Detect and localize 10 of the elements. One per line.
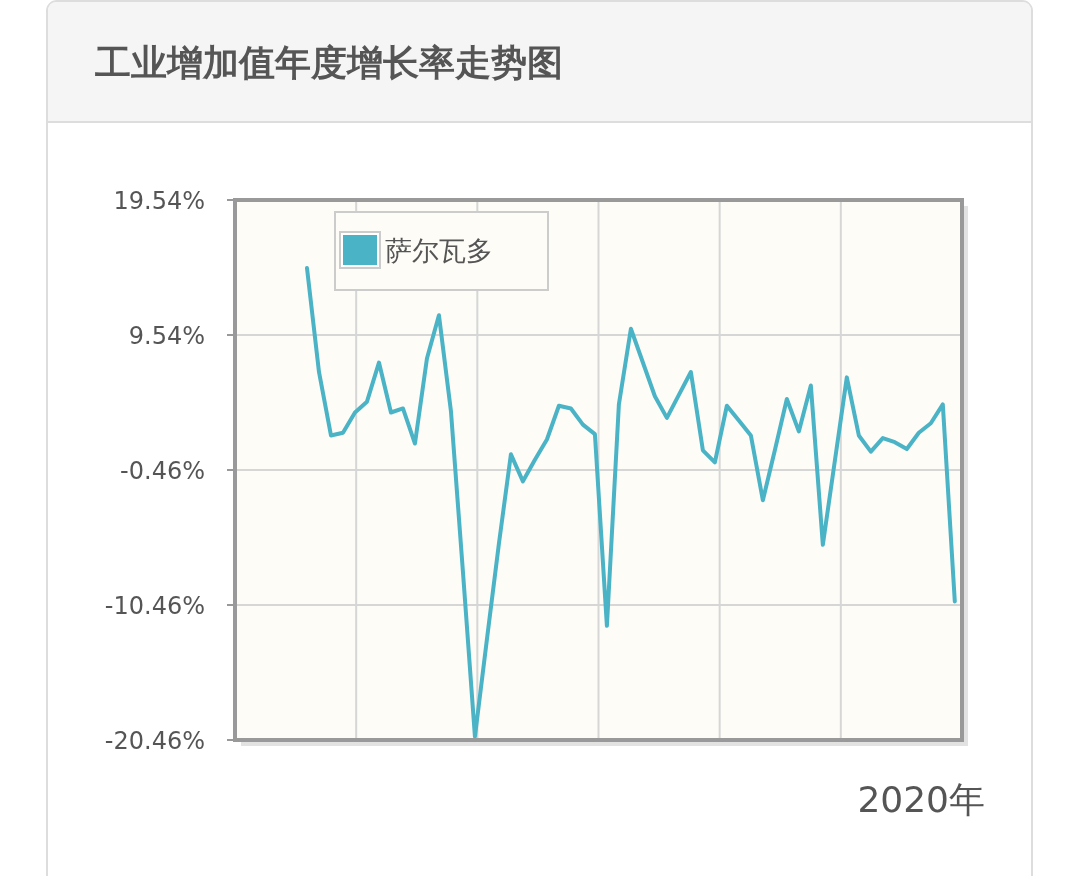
line-series	[304, 266, 957, 739]
y-tick-label: -10.46%	[104, 592, 205, 620]
legend: 萨尔瓦多	[334, 211, 549, 291]
y-tick-label: -20.46%	[104, 727, 205, 755]
y-tick-label: 19.54%	[113, 187, 205, 215]
y-tick-label: -0.46%	[120, 457, 205, 485]
y-tick-label: 9.54%	[128, 322, 205, 350]
legend-label: 萨尔瓦多	[385, 235, 493, 266]
text: 2020年	[857, 779, 985, 820]
chart-title: 工业增加值年度增长率走势图	[95, 42, 563, 83]
